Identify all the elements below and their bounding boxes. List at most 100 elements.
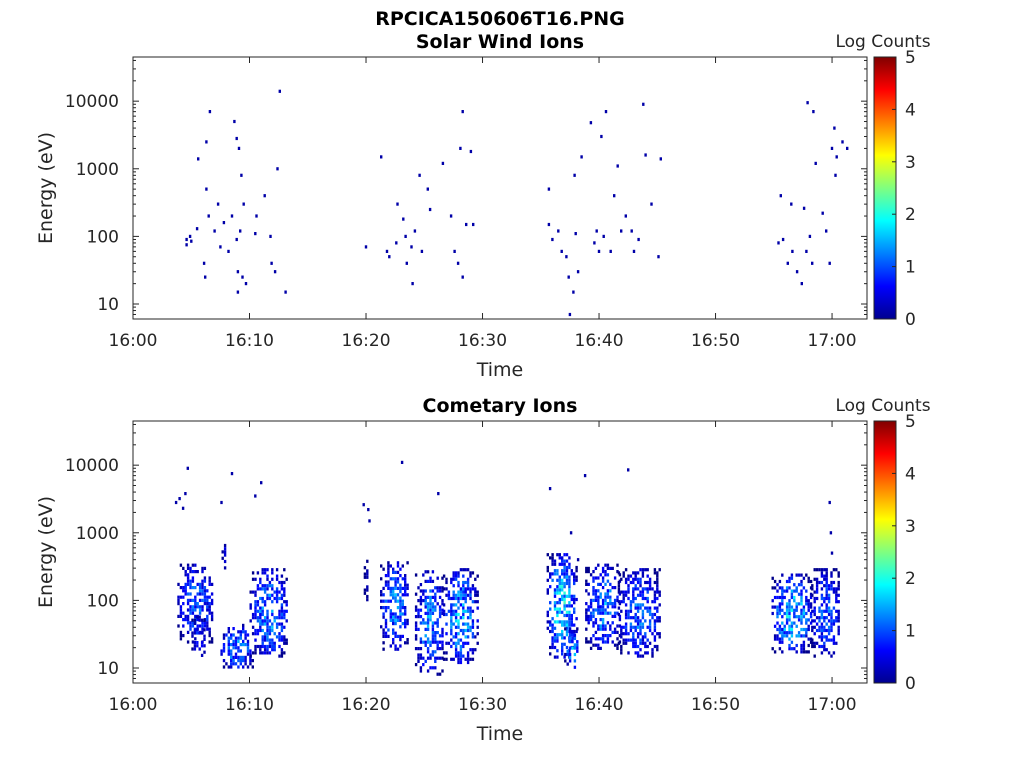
heatmap-cell — [651, 648, 654, 652]
heatmap-cell — [429, 615, 432, 619]
heatmap-cell — [781, 599, 784, 603]
heatmap-cell — [606, 621, 610, 625]
heatmap-cell — [589, 640, 593, 644]
heatmap-cell — [271, 622, 274, 626]
heatmap-cell — [206, 595, 209, 599]
heatmap-cell — [553, 559, 557, 563]
heatmap-cell — [823, 609, 826, 613]
heatmap-cell — [589, 637, 593, 641]
heatmap-cell — [283, 651, 286, 655]
heatmap-cell — [414, 627, 418, 631]
heatmap-cell — [604, 634, 607, 638]
heatmap-cell — [457, 596, 460, 601]
heatmap-cell — [800, 592, 803, 596]
heatmap-cell — [632, 616, 635, 620]
heatmap-cell — [237, 630, 240, 634]
heatmap-cell — [771, 605, 774, 609]
heatmap-cell — [275, 593, 279, 597]
heatmap-cell — [771, 599, 774, 603]
heatmap-cell — [793, 583, 796, 587]
x-tick-label: 16:20 — [342, 695, 391, 715]
heatmap-cell — [363, 572, 367, 576]
heatmap-cell — [186, 573, 190, 577]
heatmap-cell — [273, 616, 276, 620]
heatmap-cell — [653, 619, 657, 623]
heatmap-cell — [191, 608, 195, 612]
heatmap-cell — [644, 632, 647, 636]
heatmap-cell — [431, 595, 435, 599]
heatmap-cell — [387, 606, 390, 610]
heatmap-cell — [469, 628, 472, 633]
heatmap-cell — [399, 606, 402, 610]
heatmap-cell — [259, 648, 262, 652]
heatmap-cell — [462, 622, 465, 626]
heatmap-cell — [594, 630, 598, 634]
heatmap-cell — [641, 654, 645, 658]
heatmap-cell — [646, 644, 649, 649]
heatmap-cell — [450, 577, 453, 581]
heatmap-cell — [273, 632, 276, 636]
heatmap-cell — [597, 646, 600, 650]
heatmap-cell — [438, 608, 442, 612]
heatmap-point — [362, 503, 365, 507]
heatmap-cell — [189, 608, 192, 612]
heatmap-cell — [462, 580, 465, 585]
heatmap-cell — [793, 589, 796, 593]
heatmap-cell — [797, 634, 801, 638]
heatmap-cell — [179, 595, 183, 599]
heatmap-cell — [561, 610, 564, 614]
heatmap-cell — [182, 566, 185, 570]
heatmap-cell — [818, 635, 821, 639]
heatmap-cell — [256, 632, 260, 636]
heatmap-cell — [424, 627, 427, 631]
heatmap-cell — [280, 635, 284, 639]
heatmap-point — [395, 241, 398, 245]
heatmap-cell — [452, 584, 455, 588]
heatmap-cell — [616, 570, 619, 574]
heatmap-cell — [830, 654, 833, 658]
panel-solar-wind-ions: 16:00 16:10 16:20 16:30 16:40 16:50 17:0010100… — [35, 31, 931, 381]
heatmap-cell — [573, 652, 577, 657]
heatmap-cell — [182, 611, 185, 615]
heatmap-cell — [189, 566, 192, 570]
y-axis-label: Energy (eV) — [35, 132, 57, 244]
heatmap-cell — [551, 562, 554, 566]
heatmap-cell — [447, 609, 451, 613]
colorbar-tick-label: 3 — [905, 517, 916, 537]
heatmap-cell — [576, 643, 579, 647]
heatmap-cell — [832, 606, 836, 610]
heatmap-cell — [471, 632, 475, 636]
heatmap-cell — [832, 587, 836, 591]
heatmap-cell — [648, 619, 652, 623]
heatmap-cell — [793, 595, 796, 600]
heatmap-cell — [454, 574, 458, 578]
heatmap-cell — [275, 625, 279, 629]
heatmap-cell — [788, 624, 791, 628]
heatmap-cell — [394, 596, 397, 600]
heatmap-cell — [203, 621, 207, 625]
heatmap-cell — [641, 593, 645, 597]
heatmap-point — [568, 312, 572, 317]
heatmap-cell — [191, 631, 194, 635]
heatmap-point — [637, 237, 640, 242]
heatmap-cell — [422, 589, 425, 593]
heatmap-cell — [389, 586, 392, 590]
heatmap-cell — [263, 568, 267, 572]
heatmap-cell — [459, 648, 463, 652]
heatmap-cell — [438, 605, 442, 609]
heatmap-point — [580, 155, 583, 159]
heatmap-cell — [232, 627, 235, 631]
heatmap-cell — [783, 611, 786, 616]
heatmap-cell — [422, 573, 425, 577]
heatmap-cell — [820, 571, 824, 575]
heatmap-cell — [624, 616, 628, 620]
heatmap-cell — [835, 596, 838, 601]
heatmap-point — [834, 173, 837, 177]
heatmap-cell — [431, 634, 435, 638]
heatmap-cell — [417, 647, 420, 651]
heatmap-cell — [406, 561, 409, 565]
heatmap-cell — [230, 652, 233, 656]
heatmap-cell — [624, 632, 628, 636]
heatmap-cell — [646, 596, 649, 601]
heatmap-cell — [785, 605, 789, 609]
